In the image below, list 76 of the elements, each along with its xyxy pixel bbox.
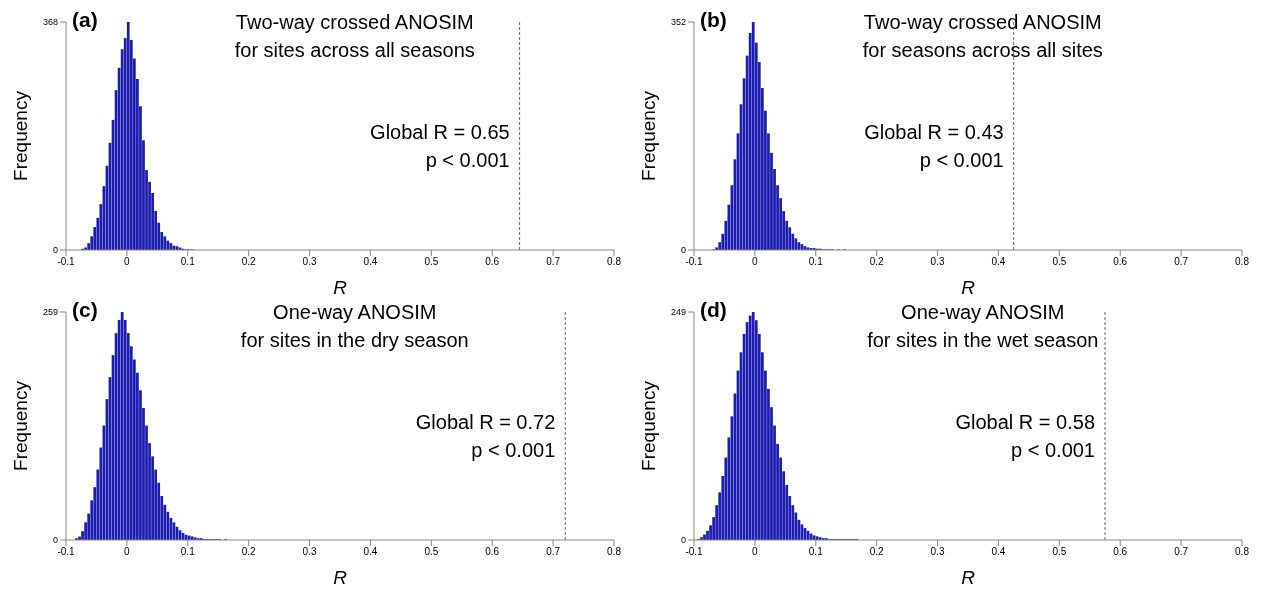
annotation: Global R = 0.43 bbox=[864, 119, 1004, 145]
x-tick-label: 0.6 bbox=[1113, 256, 1128, 268]
chart-title: One-way ANOSIM bbox=[272, 300, 438, 325]
annotation: Global R = 0.72 bbox=[415, 409, 556, 435]
y-tick-label: 352 bbox=[670, 17, 686, 28]
x-tick-label: 0 bbox=[124, 256, 131, 268]
y-tick-label: 0 bbox=[52, 245, 58, 256]
x-tick-label: 0.8 bbox=[607, 546, 622, 558]
chart-title: Two-way crossed ANOSIM bbox=[234, 10, 475, 35]
annotation: (d) bbox=[700, 298, 727, 322]
chart-title: One-way ANOSIM bbox=[900, 300, 1066, 325]
annotation: p < 0.001 bbox=[1010, 437, 1095, 463]
x-tick-label: 0.8 bbox=[1235, 256, 1250, 268]
text: for sites in the wet season bbox=[866, 328, 1100, 353]
x-tick-label: 0.2 bbox=[869, 256, 885, 268]
y-tick-label: 259 bbox=[42, 307, 58, 318]
annotation: p < 0.001 bbox=[424, 147, 510, 173]
annotation: (c) bbox=[72, 298, 98, 322]
x-tick-label: 0.2 bbox=[241, 256, 257, 268]
annotation: Global R = 0.65 bbox=[370, 119, 510, 145]
y-tick-label: 368 bbox=[42, 17, 58, 28]
text: for sites across all seasons bbox=[233, 38, 476, 63]
y-tick-label: 0 bbox=[680, 245, 686, 256]
x-tick-label: 0.1 bbox=[180, 546, 196, 558]
y-tick-label: 0 bbox=[680, 535, 686, 546]
x-tick-label: 0.3 bbox=[302, 546, 317, 558]
x-tick-label: 0.1 bbox=[808, 256, 824, 268]
x-tick-label: 0.5 bbox=[1052, 546, 1067, 558]
y-tick-label: 249 bbox=[670, 307, 686, 318]
text: for sites in the dry season bbox=[239, 328, 470, 353]
chart-title: Two-way crossed ANOSIM bbox=[862, 10, 1103, 35]
x-tick-label: 0.4 bbox=[363, 546, 378, 558]
x-tick-label: 0.4 bbox=[991, 546, 1006, 558]
x-tick-label: -0.1 bbox=[685, 546, 704, 558]
x-tick-label: 0.7 bbox=[546, 256, 561, 268]
annotation: (a) bbox=[72, 8, 98, 32]
x-tick-label: 0.6 bbox=[485, 546, 500, 558]
x-tick-label: 0.7 bbox=[1174, 546, 1189, 558]
x-axis-title: R bbox=[961, 567, 976, 588]
y-tick-label: 0 bbox=[52, 535, 58, 546]
x-tick-label: 0.3 bbox=[302, 256, 317, 268]
x-tick-label: 0.3 bbox=[930, 546, 945, 558]
x-tick-label: 0.4 bbox=[991, 256, 1006, 268]
x-tick-label: 0.3 bbox=[930, 256, 945, 268]
x-tick-label: 0.5 bbox=[424, 546, 439, 558]
annotation: p < 0.001 bbox=[918, 147, 1004, 173]
x-tick-label: 0.1 bbox=[180, 256, 196, 268]
y-axis-title: Frequency bbox=[9, 380, 31, 471]
x-axis-title: R bbox=[333, 567, 348, 588]
x-tick-label: 0 bbox=[124, 546, 131, 558]
x-tick-label: 0.1 bbox=[808, 546, 824, 558]
text: for seasons across all sites bbox=[861, 38, 1104, 63]
annotation: Global R = 0.58 bbox=[955, 409, 1095, 435]
annotation: (b) bbox=[700, 8, 727, 32]
y-axis-title: Frequency bbox=[637, 380, 659, 471]
x-tick-label: 0.5 bbox=[424, 256, 439, 268]
x-axis-title: R bbox=[961, 277, 976, 298]
x-tick-label: 0.4 bbox=[363, 256, 378, 268]
x-tick-label: 0.7 bbox=[546, 546, 561, 558]
x-tick-label: 0.6 bbox=[485, 256, 500, 268]
x-tick-label: 0.6 bbox=[1113, 546, 1128, 558]
x-tick-label: 0.7 bbox=[1174, 256, 1189, 268]
x-tick-label: -0.1 bbox=[57, 256, 76, 268]
y-axis-title: Frequency bbox=[637, 90, 659, 181]
x-tick-label: 0 bbox=[752, 256, 759, 268]
x-tick-label: 0.5 bbox=[1052, 256, 1067, 268]
x-tick-label: 0.2 bbox=[241, 546, 257, 558]
x-tick-label: 0 bbox=[752, 546, 759, 558]
x-tick-label: 0.8 bbox=[1235, 546, 1250, 558]
x-tick-label: -0.1 bbox=[57, 546, 76, 558]
y-axis-title: Frequency bbox=[9, 90, 31, 181]
x-tick-label: 0.2 bbox=[869, 546, 885, 558]
x-tick-label: -0.1 bbox=[685, 256, 704, 268]
annotation: p < 0.001 bbox=[470, 437, 556, 463]
x-axis-title: R bbox=[333, 277, 348, 298]
x-tick-label: 0.8 bbox=[607, 256, 622, 268]
